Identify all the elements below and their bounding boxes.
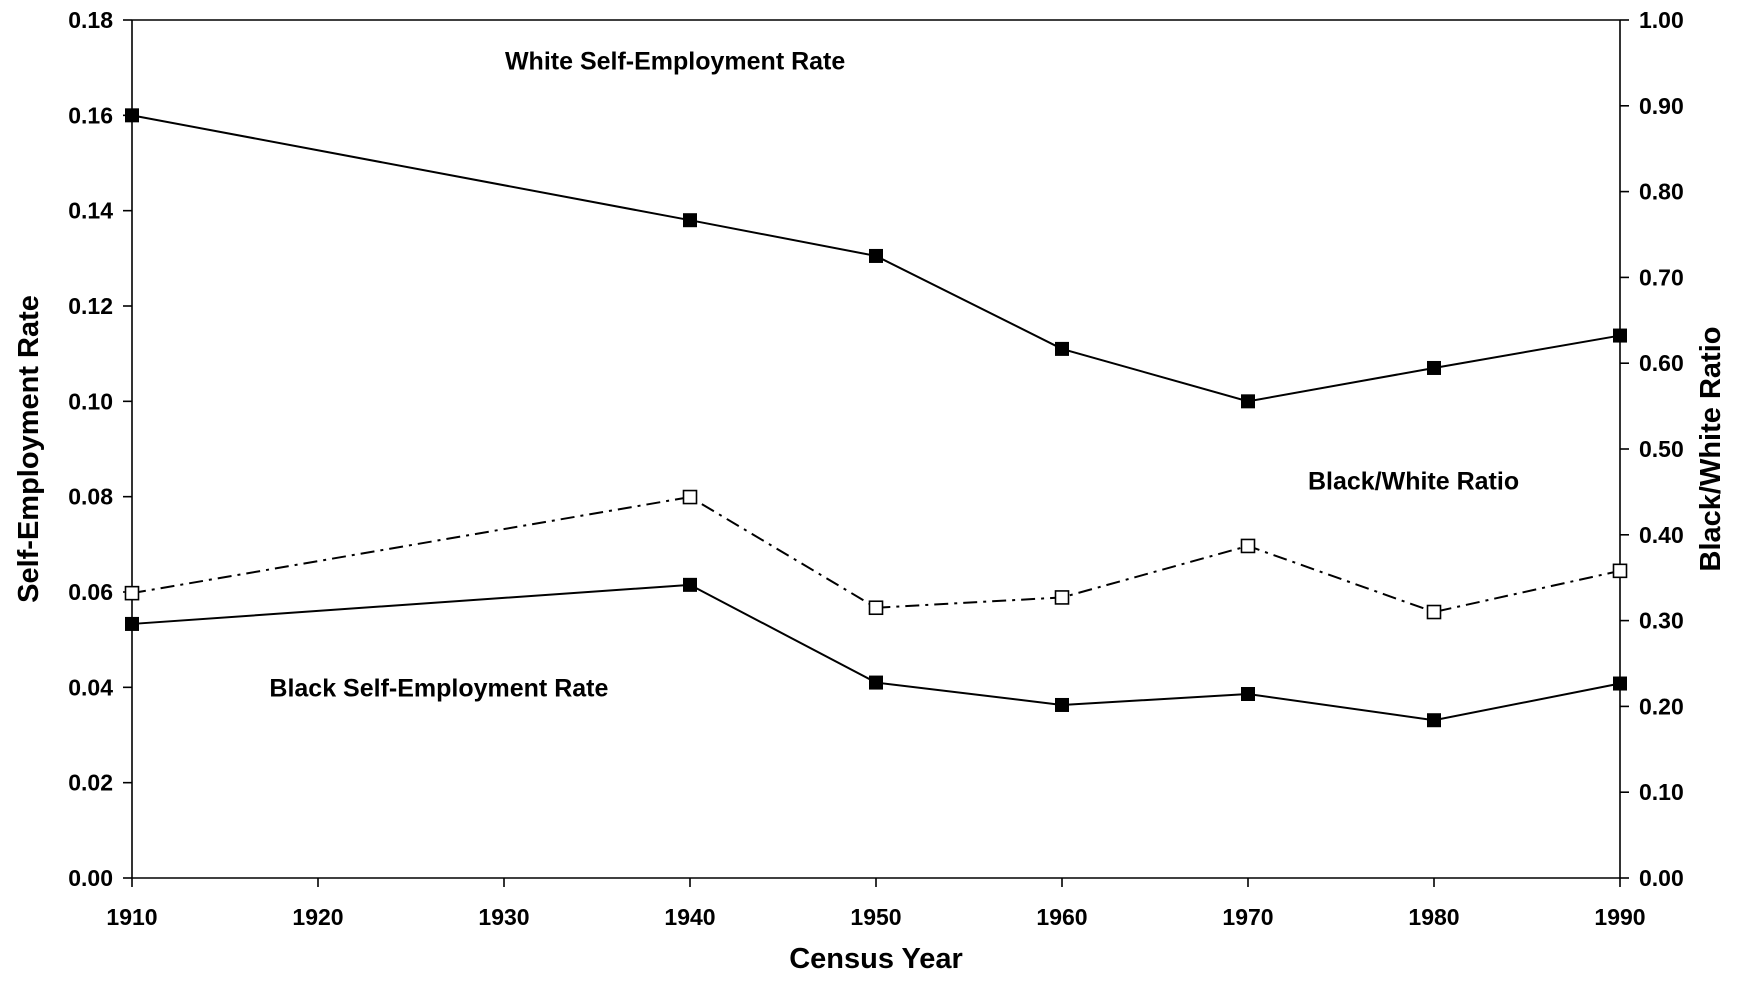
black-white-ratio-point — [1426, 604, 1442, 620]
annotations: White Self-Employment Rate Black Self-Em… — [269, 48, 1519, 703]
black-self-employment-rate-point — [125, 616, 139, 631]
y-tick-label: 0.10 — [68, 388, 113, 414]
black-rate-annotation: Black Self-Employment Rate — [269, 674, 608, 702]
y2-tick-label: 0.40 — [1639, 522, 1684, 548]
y2-tick-label: 0.70 — [1639, 264, 1684, 290]
y-tick-label: 0.04 — [68, 674, 113, 700]
white-self-employment-rate-point — [1427, 360, 1441, 375]
y-tick-label: 0.18 — [68, 7, 113, 33]
y-tick-label: 0.16 — [68, 102, 113, 128]
x-axis-title: Census Year — [789, 943, 963, 975]
y-tick-label: 0.06 — [68, 579, 113, 605]
y2-tick-label: 0.80 — [1639, 179, 1684, 205]
x-tick-label: 1910 — [106, 904, 157, 930]
axis-titles: Census Year Self-Employment Rate Black/W… — [13, 295, 1727, 975]
x-tick-label: 1930 — [478, 904, 529, 930]
ratio-annotation: Black/White Ratio — [1308, 468, 1519, 496]
y-tick-label: 0.14 — [68, 198, 113, 224]
x-tick-label: 1950 — [850, 904, 901, 930]
white-rate-annotation: White Self-Employment Rate — [505, 48, 845, 76]
black-self-employment-rate-point — [1241, 687, 1255, 702]
black-self-employment-rate-point — [1613, 676, 1627, 691]
x-tick-label: 1940 — [664, 904, 715, 930]
y2-tick-label: 0.90 — [1639, 93, 1684, 119]
black-white-ratio-point — [124, 585, 140, 601]
white-self-employment-rate-point — [125, 108, 139, 123]
data-series — [124, 108, 1628, 728]
white-self-employment-rate-point — [1241, 394, 1255, 409]
black-white-ratio-point — [868, 600, 884, 616]
black-white-ratio-point — [1054, 590, 1070, 605]
x-tick-label: 1960 — [1036, 904, 1087, 930]
y2-tick-label: 1.00 — [1639, 7, 1684, 33]
black-white-ratio-point — [1240, 538, 1256, 554]
y2-tick-label: 0.20 — [1639, 693, 1684, 719]
black-self-employment-rate-point — [1427, 713, 1441, 728]
black-self-employment-rate-series — [125, 577, 1627, 728]
y-tick-label: 0.00 — [68, 865, 113, 891]
white-self-employment-rate-point — [683, 213, 697, 228]
black-white-ratio-point — [682, 489, 698, 505]
black-white-ratio-series — [124, 489, 1628, 620]
y2-tick-label: 0.30 — [1639, 608, 1684, 634]
y2-tick-label: 0.10 — [1639, 779, 1684, 805]
black-white-ratio-line — [131, 495, 1621, 614]
x-tick-label: 1920 — [292, 904, 343, 930]
x-tick-label: 1980 — [1408, 904, 1459, 930]
y2-tick-label: 0.50 — [1639, 436, 1684, 462]
black-white-ratio-point — [1612, 563, 1628, 579]
black-self-employment-rate-point — [1055, 697, 1069, 712]
white-self-employment-rate-point — [1055, 341, 1069, 356]
y2-axis-title: Black/White Ratio — [1695, 327, 1727, 572]
y-axis-title: Self-Employment Rate — [13, 295, 45, 603]
y-tick-label: 0.02 — [68, 770, 113, 796]
y2-tick-label: 0.00 — [1639, 865, 1684, 891]
tick-labels: 1910 1920 1930 1940 1950 1960 1970 1980 1990 0.00… — [68, 7, 1684, 930]
white-self-employment-rate-point — [869, 248, 883, 263]
tick-marks — [123, 19, 1629, 887]
white-self-employment-rate-series — [125, 108, 1627, 409]
y-tick-label: 0.08 — [68, 484, 113, 510]
white-self-employment-rate-point — [1613, 328, 1627, 343]
x-tick-label: 1990 — [1594, 904, 1645, 930]
black-self-employment-rate-point — [869, 675, 883, 690]
y2-tick-label: 0.60 — [1639, 350, 1684, 376]
black-self-employment-rate-point — [683, 577, 697, 592]
axes — [131, 19, 1621, 879]
y-tick-label: 0.12 — [68, 293, 113, 319]
x-tick-label: 1970 — [1222, 904, 1273, 930]
